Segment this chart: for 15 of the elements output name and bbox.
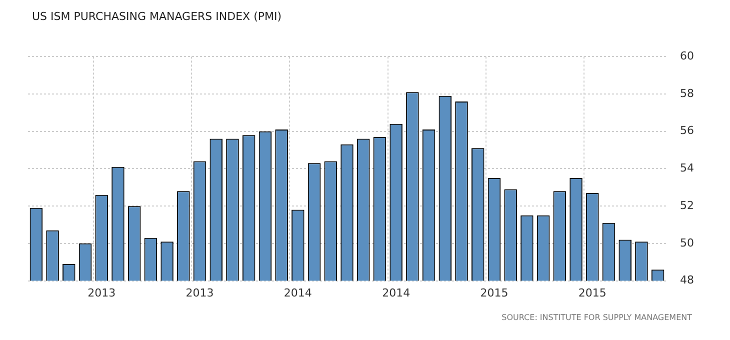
y-tick-label: 56	[680, 124, 694, 138]
y-tick-label: 48	[680, 274, 694, 287]
x-tick-label: 2013	[88, 286, 116, 300]
chart-title: US ISM PURCHASING MANAGERS INDEX (PMI)	[32, 10, 282, 23]
y-tick-label: 54	[680, 162, 694, 175]
y-tick-label: 50	[680, 236, 694, 250]
y-tick-label: 60	[680, 49, 694, 62]
x-tick-label: 2014	[284, 286, 312, 300]
y-tick-label: 52	[680, 198, 694, 212]
source-note: SOURCE: INSTITUTE FOR SUPPLY MANAGEMENT	[502, 313, 692, 322]
x-tick-label: 2015	[578, 286, 606, 300]
x-tick-label: 2015	[480, 286, 508, 300]
y-tick-label: 58	[680, 86, 694, 100]
x-tick-label: 2014	[382, 286, 410, 300]
x-tick-label: 2013	[186, 286, 214, 300]
